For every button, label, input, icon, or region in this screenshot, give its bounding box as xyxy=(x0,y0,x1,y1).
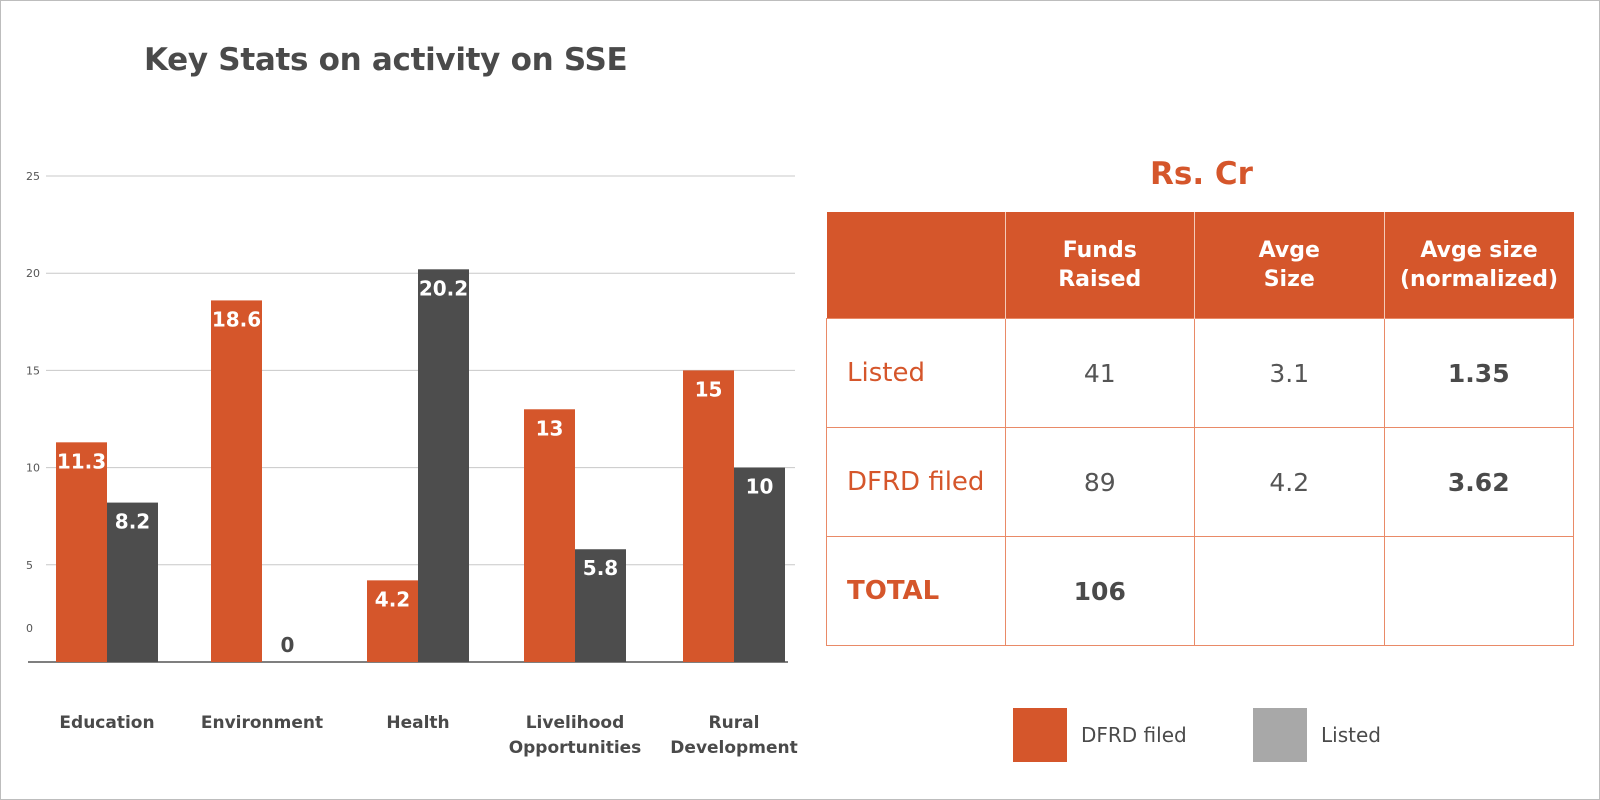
header-line: (normalized) xyxy=(1399,267,1559,292)
header-line: Avge xyxy=(1258,238,1320,263)
bar xyxy=(418,269,469,662)
bar xyxy=(575,549,626,662)
bar xyxy=(107,502,158,662)
x-tick-label: Livelihood Opportunities xyxy=(509,713,642,758)
data-label: 8.2 xyxy=(115,510,150,534)
header-line: Avge size xyxy=(1420,238,1538,263)
data-label: 5.8 xyxy=(583,556,618,580)
legend-label-dfrd: DFRD filed xyxy=(1081,723,1187,747)
cell-funds: 41 xyxy=(1004,318,1195,428)
legend-label-listed: Listed xyxy=(1321,723,1381,747)
header-funds-raised: Funds Raised xyxy=(1004,212,1195,319)
cell-funds: 106 xyxy=(1004,536,1195,646)
y-tick-label: 10 xyxy=(26,462,40,475)
cell-norm: 3.62 xyxy=(1383,427,1574,537)
x-tick-label-line: Environment xyxy=(201,713,323,733)
bar xyxy=(734,467,785,662)
x-tick-label-line: Livelihood xyxy=(526,713,625,733)
x-tick-label: Rural Development xyxy=(670,713,797,758)
x-tick-label-line: Opportunities xyxy=(509,738,642,758)
stats-table: Funds Raised Avge Size Avge size (normal… xyxy=(826,212,1574,646)
row-label: DFRD filed xyxy=(826,427,1006,537)
data-label: 13 xyxy=(536,416,564,440)
bar xyxy=(524,409,575,662)
bar xyxy=(683,370,734,662)
row-label: Listed xyxy=(826,318,1006,428)
header-line: Size xyxy=(1263,267,1315,292)
bar xyxy=(211,300,262,662)
cell-avg xyxy=(1194,536,1385,646)
data-label: 20.2 xyxy=(419,276,468,300)
cell-avg: 3.1 xyxy=(1194,318,1385,428)
bar-chart: 0 5 10 15 20 25 11.3 8.2 Education 18.6 0 Environme… xyxy=(26,170,798,758)
x-tick-label-line: Rural xyxy=(709,713,760,733)
data-label: 18.6 xyxy=(212,307,261,331)
data-label: 10 xyxy=(746,475,774,499)
legend-item-listed: Listed xyxy=(1253,708,1381,762)
table-header-row: Funds Raised Avge Size Avge size (normal… xyxy=(826,212,1574,319)
bar xyxy=(56,442,107,662)
y-tick-label: 25 xyxy=(26,170,40,183)
data-label: 11.3 xyxy=(57,449,106,473)
x-tick-label: Environment xyxy=(201,713,323,733)
data-label: 0 xyxy=(281,633,295,657)
x-tick-label-line: Education xyxy=(59,713,154,733)
cell-avg: 4.2 xyxy=(1194,427,1385,537)
header-avge-size-normalized: Avge size (normalized) xyxy=(1383,212,1574,319)
cell-norm: 1.35 xyxy=(1383,318,1574,428)
y-tick-label: 15 xyxy=(26,364,40,377)
x-tick-label: Education xyxy=(59,713,154,733)
x-tick-label: Health xyxy=(386,713,449,733)
legend-item-dfrd: DFRD filed xyxy=(1013,708,1187,762)
bar xyxy=(367,580,418,662)
y-tick-label: 5 xyxy=(26,559,33,572)
row-label: TOTAL xyxy=(826,536,1006,646)
cell-funds: 89 xyxy=(1004,427,1195,537)
cell-norm xyxy=(1383,536,1574,646)
x-tick-label-line: Development xyxy=(670,738,797,758)
chart-title: Key Stats on activity on SSE xyxy=(144,42,628,78)
header-avge-size: Avge Size xyxy=(1194,212,1384,319)
y-tick-label: 0 xyxy=(26,622,33,635)
header-line: Raised xyxy=(1058,267,1142,292)
legend-swatch-dfrd xyxy=(1013,708,1067,762)
table-row: Listed 41 3.1 1.35 xyxy=(826,318,1574,428)
table-title: Rs. Cr xyxy=(1150,156,1253,192)
x-tick-label-line: Health xyxy=(386,713,449,733)
table-row: DFRD filed 89 4.2 3.62 xyxy=(826,427,1574,537)
data-label: 15 xyxy=(695,377,723,401)
y-tick-label: 20 xyxy=(26,267,40,280)
legend-swatch-listed xyxy=(1253,708,1307,762)
header-empty xyxy=(826,212,1005,319)
data-label: 4.2 xyxy=(375,587,410,611)
header-line: Funds xyxy=(1062,238,1137,263)
table-row: TOTAL 106 xyxy=(826,536,1574,646)
